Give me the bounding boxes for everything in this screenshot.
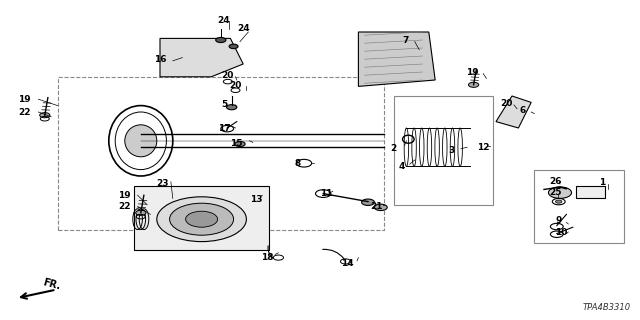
Text: 5: 5	[221, 100, 227, 109]
Text: 10: 10	[556, 228, 568, 237]
Circle shape	[556, 200, 562, 203]
Text: 11: 11	[320, 189, 333, 198]
Bar	[576, 186, 605, 198]
Polygon shape	[160, 38, 243, 77]
Circle shape	[362, 199, 374, 205]
Circle shape	[468, 82, 479, 87]
Text: 23: 23	[156, 179, 169, 188]
Circle shape	[40, 113, 50, 118]
Text: 3: 3	[448, 146, 454, 155]
Text: 19: 19	[118, 191, 131, 200]
Text: 12: 12	[477, 143, 490, 152]
Text: TPA4B3310: TPA4B3310	[582, 303, 630, 312]
Text: 14: 14	[341, 260, 354, 268]
Polygon shape	[358, 32, 435, 86]
Text: 21: 21	[370, 202, 383, 211]
Circle shape	[229, 44, 238, 49]
Circle shape	[235, 141, 245, 147]
Text: 2: 2	[390, 144, 397, 153]
Text: 19: 19	[466, 68, 479, 76]
Text: 22: 22	[118, 202, 131, 211]
Ellipse shape	[125, 125, 157, 157]
Text: 20: 20	[500, 99, 513, 108]
Text: 24: 24	[218, 16, 230, 25]
Text: 20: 20	[221, 71, 233, 80]
Text: 25: 25	[549, 188, 562, 197]
Circle shape	[374, 204, 387, 211]
Circle shape	[170, 203, 234, 235]
Text: 26: 26	[549, 177, 562, 186]
Text: 19: 19	[18, 95, 31, 104]
Text: 22: 22	[18, 108, 31, 116]
Polygon shape	[134, 186, 269, 250]
Text: 13: 13	[250, 195, 262, 204]
Text: 8: 8	[294, 159, 301, 168]
Text: 15: 15	[230, 139, 243, 148]
Circle shape	[548, 187, 572, 198]
Text: 24: 24	[237, 24, 250, 33]
Circle shape	[157, 197, 246, 242]
Text: 17: 17	[218, 124, 230, 132]
Text: 7: 7	[402, 36, 408, 45]
Text: 18: 18	[261, 253, 274, 262]
Circle shape	[136, 210, 146, 215]
Text: FR.: FR.	[42, 277, 61, 291]
Circle shape	[216, 37, 226, 43]
Text: 9: 9	[556, 216, 562, 225]
Text: 1: 1	[599, 178, 605, 187]
Circle shape	[186, 211, 218, 227]
Text: 16: 16	[154, 55, 166, 64]
Polygon shape	[496, 96, 531, 128]
Circle shape	[227, 105, 237, 110]
Text: 20: 20	[229, 81, 241, 90]
Text: 6: 6	[520, 106, 526, 115]
Text: 4: 4	[399, 162, 405, 171]
